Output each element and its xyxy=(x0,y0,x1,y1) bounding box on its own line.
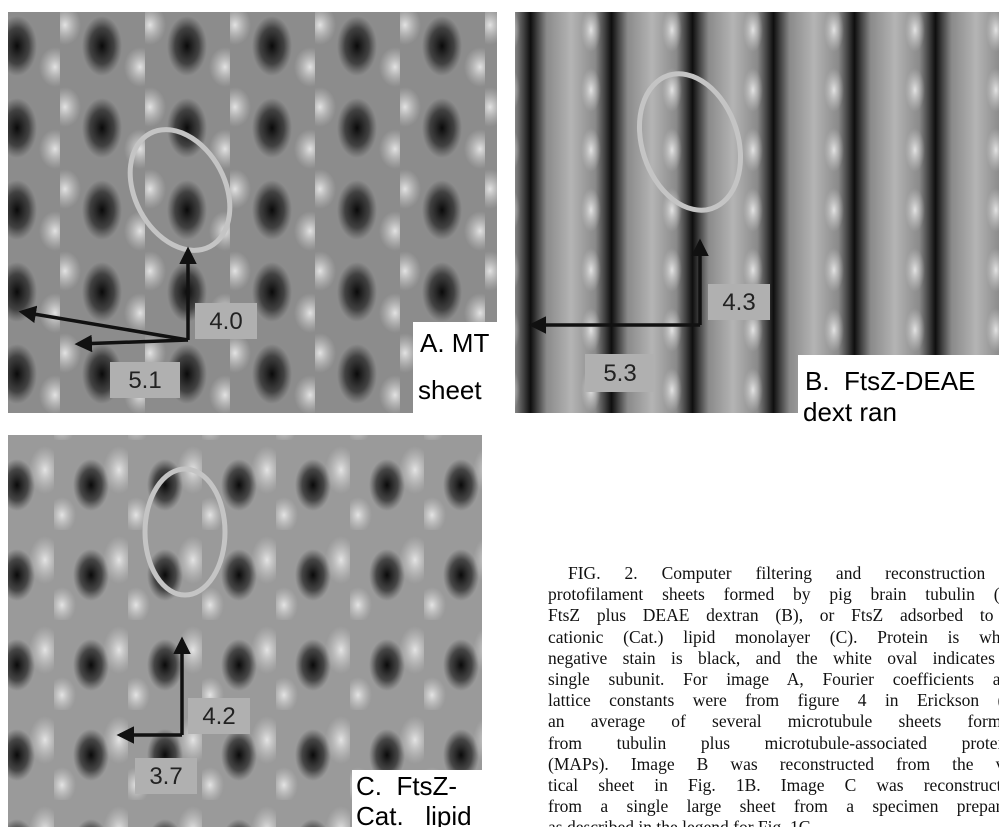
caption-line: FtsZ plus DEAE dextran (B), or FtsZ adso… xyxy=(548,605,999,626)
measure-label: 5.1 xyxy=(128,367,161,394)
caption-line: from a single large sheet from a specime… xyxy=(548,796,999,817)
caption-line: (MAPs). Image B was reconstructed from t… xyxy=(548,754,999,775)
caption-line: as described in the legend for Fig. 1C. xyxy=(548,817,999,827)
caption-line: single subunit. For image A, Fourier coe… xyxy=(548,669,999,690)
caption: FIG. 2. Computer filtering and reconstru… xyxy=(548,563,999,827)
caption-line: an average of several microtubule sheets… xyxy=(548,711,999,732)
page: 4.0 5.1 4.3 5.3 4.2 3.7 A. MT sheet B. F… xyxy=(0,0,999,827)
measure-label: 4.2 xyxy=(202,703,235,730)
panel-label: sheet xyxy=(418,375,482,405)
panel-label: dext ran xyxy=(803,397,897,427)
panel-image xyxy=(515,12,999,413)
caption-line: lattice constants were from figure 4 in … xyxy=(548,690,999,711)
caption-line: protofilament sheets formed by pig brain… xyxy=(548,584,999,605)
measure-label: 4.3 xyxy=(722,289,755,316)
measure-label: 3.7 xyxy=(149,763,182,790)
caption-line: negative stain is black, and the white o… xyxy=(548,648,999,669)
panel-label: A. MT xyxy=(420,328,489,358)
panel-label: Cat. lipid xyxy=(356,801,472,827)
caption-line: tical sheet in Fig. 1B. Image C was reco… xyxy=(548,775,999,796)
caption-line: cationic (Cat.) lipid monolayer (C). Pro… xyxy=(548,627,999,648)
measure-label: 5.3 xyxy=(603,360,636,387)
caption-line: from tubulin plus microtubule-associated… xyxy=(548,733,999,754)
measure-label: 4.0 xyxy=(209,308,242,335)
panel-label: C. FtsZ- xyxy=(356,771,457,801)
panel-image xyxy=(8,435,482,827)
panel-label: B. FtsZ-DEAE xyxy=(805,366,975,396)
caption-line: FIG. 2. Computer filtering and reconstru… xyxy=(548,563,999,584)
